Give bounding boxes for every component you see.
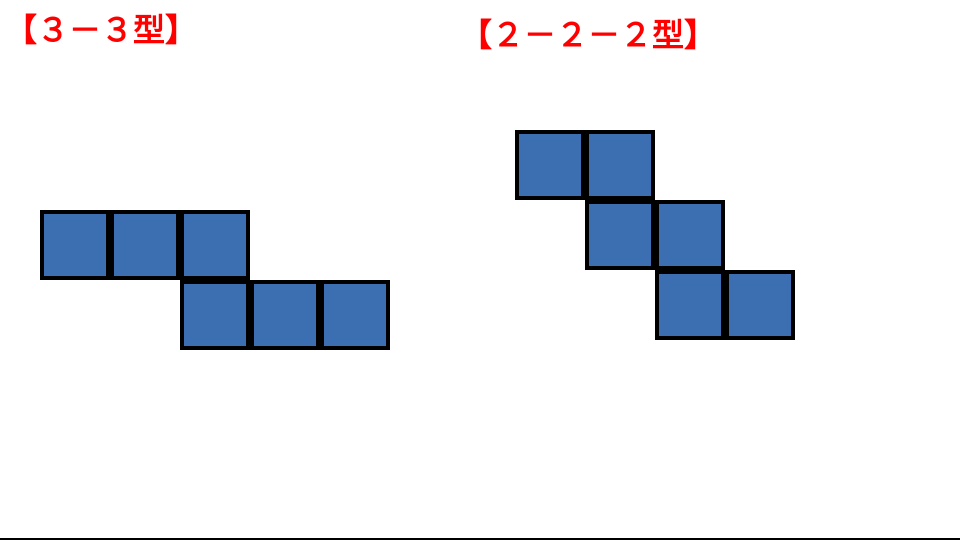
grid-square xyxy=(250,280,320,350)
grid-square xyxy=(320,280,390,350)
grid-square xyxy=(585,130,655,200)
title-left: 【３－３型】 xyxy=(5,5,197,51)
grid-square xyxy=(585,200,655,270)
grid-square xyxy=(110,210,180,280)
grid-square xyxy=(655,200,725,270)
grid-square xyxy=(180,280,250,350)
grid-square xyxy=(180,210,250,280)
grid-square xyxy=(515,130,585,200)
grid-square xyxy=(655,270,725,340)
grid-square xyxy=(40,210,110,280)
grid-square xyxy=(725,270,795,340)
title-right: 【２－２－２型】 xyxy=(460,10,716,56)
